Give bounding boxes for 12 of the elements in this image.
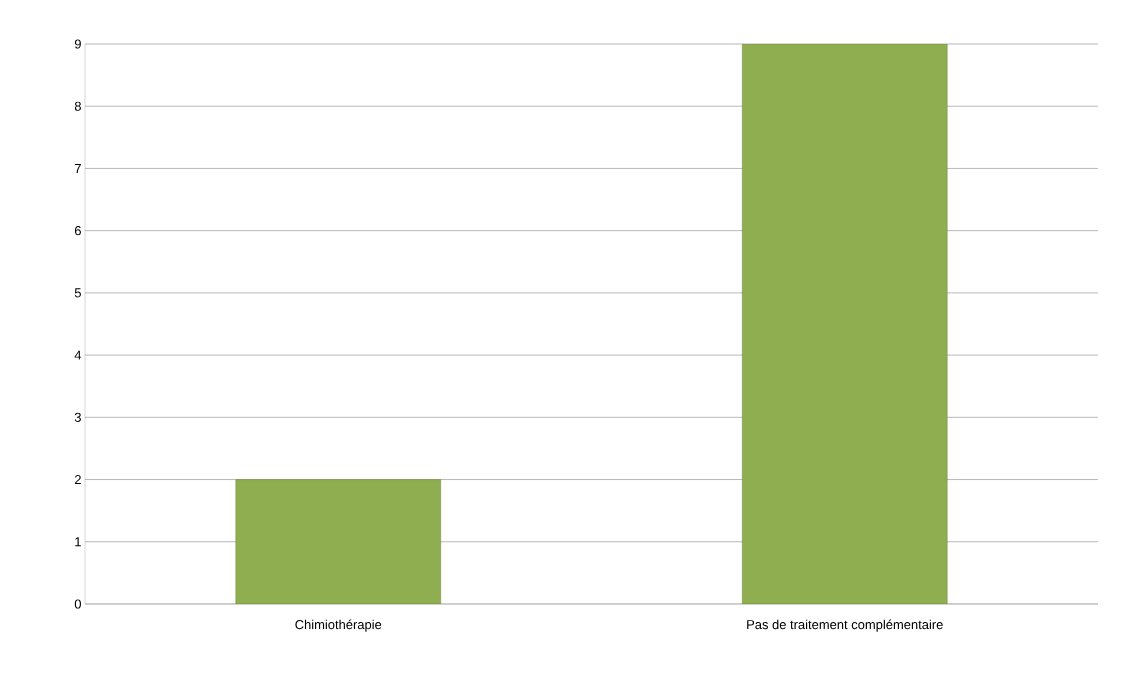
y-tick-label: 5 xyxy=(74,288,81,298)
y-tick-label: 1 xyxy=(75,537,81,547)
y-tick-label: 8 xyxy=(74,101,81,111)
x-tick-label: Chimiothérapie xyxy=(295,619,382,632)
y-tick-label: 3 xyxy=(74,412,81,422)
y-tick-label: 0 xyxy=(74,599,81,609)
x-tick-label: Pas de traitement complémentaire xyxy=(747,619,943,632)
y-tick-label: 6 xyxy=(74,226,81,236)
y-tick-label: 7 xyxy=(74,163,81,173)
y-tick-label: 2 xyxy=(74,475,81,485)
y-tick-label: 4 xyxy=(74,350,82,360)
y-tick-label: 9 xyxy=(74,39,81,49)
